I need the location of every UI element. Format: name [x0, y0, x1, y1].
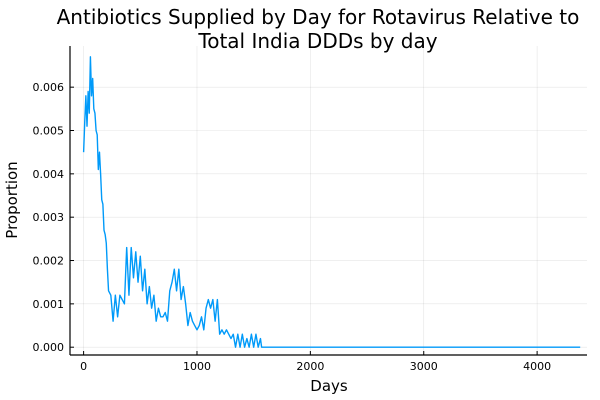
series-layer — [82, 56, 581, 348]
x-tick-label: 2000 — [296, 360, 324, 373]
y-tick-label: 0.005 — [33, 125, 65, 138]
tick-labels: 0 1000 2000 3000 4000 0.000 0.001 0.002 0.003 0.0… — [33, 81, 552, 373]
y-tick-label: 0.004 — [33, 168, 65, 181]
y-tick-label: 0.000 — [33, 341, 65, 354]
y-tick-label: 0.002 — [33, 255, 65, 268]
x-tick-label: 0 — [80, 360, 87, 373]
x-axis-label: Days — [310, 377, 348, 395]
y-tick-label: 0.006 — [33, 81, 65, 94]
x-tick-label: 1000 — [183, 360, 211, 373]
y-tick-label: 0.001 — [33, 298, 65, 311]
grid — [70, 46, 587, 355]
axes — [69, 46, 587, 356]
x-tick-label: 4000 — [523, 360, 551, 373]
chart-title-line-1: Antibiotics Supplied by Day for Rotaviru… — [57, 5, 580, 29]
y-tick-label: 0.003 — [33, 211, 65, 224]
series-line — [82, 56, 581, 348]
x-tick-label: 3000 — [410, 360, 438, 373]
y-axis-label: Proportion — [3, 161, 21, 238]
chart-title-line-2: Total India DDDs by day — [197, 29, 437, 53]
